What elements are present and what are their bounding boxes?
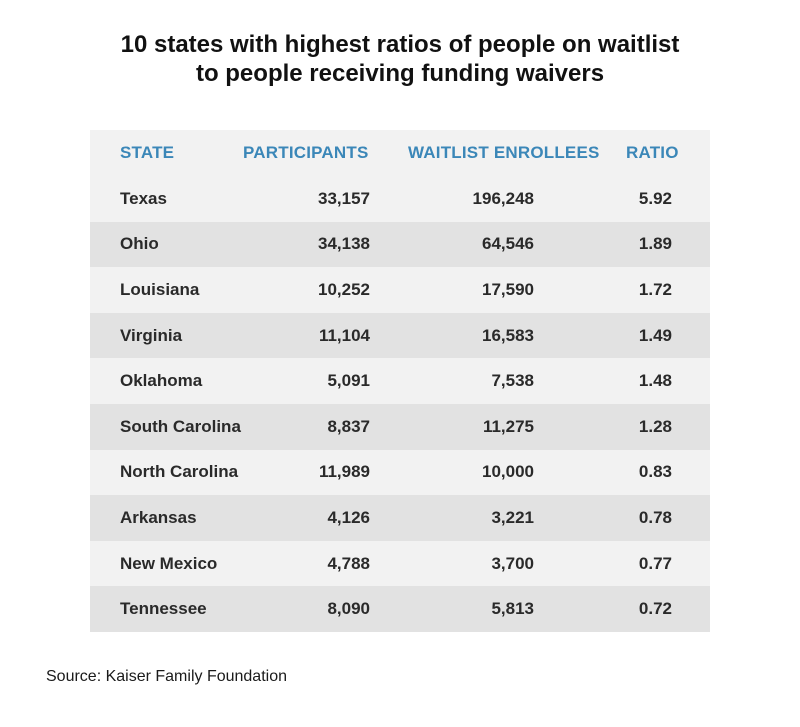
cell-ratio: 1.72 [638,279,672,299]
cell-ratio: 0.77 [638,553,672,573]
table-row: Ohio 34,138 64,546 1.89 [90,221,710,268]
cell-ratio: 1.28 [638,416,672,436]
table-row: North Carolina 11,989 10,000 0.83 [90,449,710,496]
chart-title-line-1: 10 states with highest ratios of people … [120,31,680,58]
cell-state: New Mexico [120,553,218,573]
table-row: Tennessee 8,090 5,813 0.72 [90,586,710,632]
data-table: STATE PARTICIPANTS WAITLIST ENROLLEES RA… [90,130,710,632]
cell-participants: 8,837 [327,416,370,436]
table-row: Virginia 11,104 16,583 1.49 [90,312,710,359]
cell-state: Ohio [120,234,159,254]
cell-state: North Carolina [120,462,239,482]
cell-state: Virginia [120,325,183,345]
cell-ratio: 1.49 [638,325,672,345]
cell-participants: 11,989 [318,462,370,482]
column-header-state: STATE [120,143,175,162]
cell-ratio: 0.78 [638,507,672,527]
cell-state: South Carolina [120,416,241,436]
column-header-waitlist-enrollees: WAITLIST ENROLLEES [408,143,600,162]
table-row: Arkansas 4,126 3,221 0.78 [90,495,710,541]
cell-ratio: 5.92 [638,188,672,208]
cell-state: Texas [120,188,167,208]
cell-waitlist-enrollees: 5,813 [491,599,534,619]
cell-waitlist-enrollees: 196,248 [472,188,534,208]
column-header-participants: PARTICIPANTS [243,143,369,162]
cell-waitlist-enrollees: 3,221 [491,507,534,527]
cell-waitlist-enrollees: 3,700 [491,553,534,573]
cell-participants: 4,126 [327,507,370,527]
table-row: Texas 33,157 196,248 5.92 [90,176,710,222]
cell-participants: 10,252 [318,279,370,299]
table-row: New Mexico 4,788 3,700 0.77 [90,540,710,587]
cell-waitlist-enrollees: 7,538 [491,371,534,391]
chart-title-line-2: to people receiving funding waivers [195,60,605,87]
cell-participants: 11,104 [318,325,370,345]
column-header-ratio: RATIO [626,143,679,162]
cell-ratio: 1.89 [638,234,672,254]
cell-state: Oklahoma [120,371,203,391]
cell-state: Louisiana [120,279,200,299]
table-row: Oklahoma 5,091 7,538 1.48 [90,358,710,404]
cell-waitlist-enrollees: 17,590 [482,279,534,299]
cell-participants: 8,090 [327,599,370,619]
table-header-row: STATE PARTICIPANTS WAITLIST ENROLLEES RA… [90,130,710,175]
table-row: South Carolina 8,837 11,275 1.28 [90,404,710,450]
chart-title: 10 states with highest ratios of people … [0,30,800,88]
cell-ratio: 0.83 [638,462,672,482]
cell-waitlist-enrollees: 64,546 [482,234,534,254]
cell-participants: 34,138 [318,234,370,254]
table-row: Louisiana 10,252 17,590 1.72 [90,267,710,313]
cell-waitlist-enrollees: 10,000 [482,462,534,482]
cell-participants: 4,788 [327,553,370,573]
source-note: Source: Kaiser Family Foundation [46,668,287,685]
cell-waitlist-enrollees: 16,583 [482,325,534,345]
cell-participants: 5,091 [327,371,370,391]
cell-waitlist-enrollees: 11,275 [482,416,534,436]
cell-participants: 33,157 [318,188,370,208]
cell-state: Arkansas [120,507,197,527]
cell-ratio: 0.72 [638,599,672,619]
cell-state: Tennessee [120,599,207,619]
cell-ratio: 1.48 [638,371,672,391]
